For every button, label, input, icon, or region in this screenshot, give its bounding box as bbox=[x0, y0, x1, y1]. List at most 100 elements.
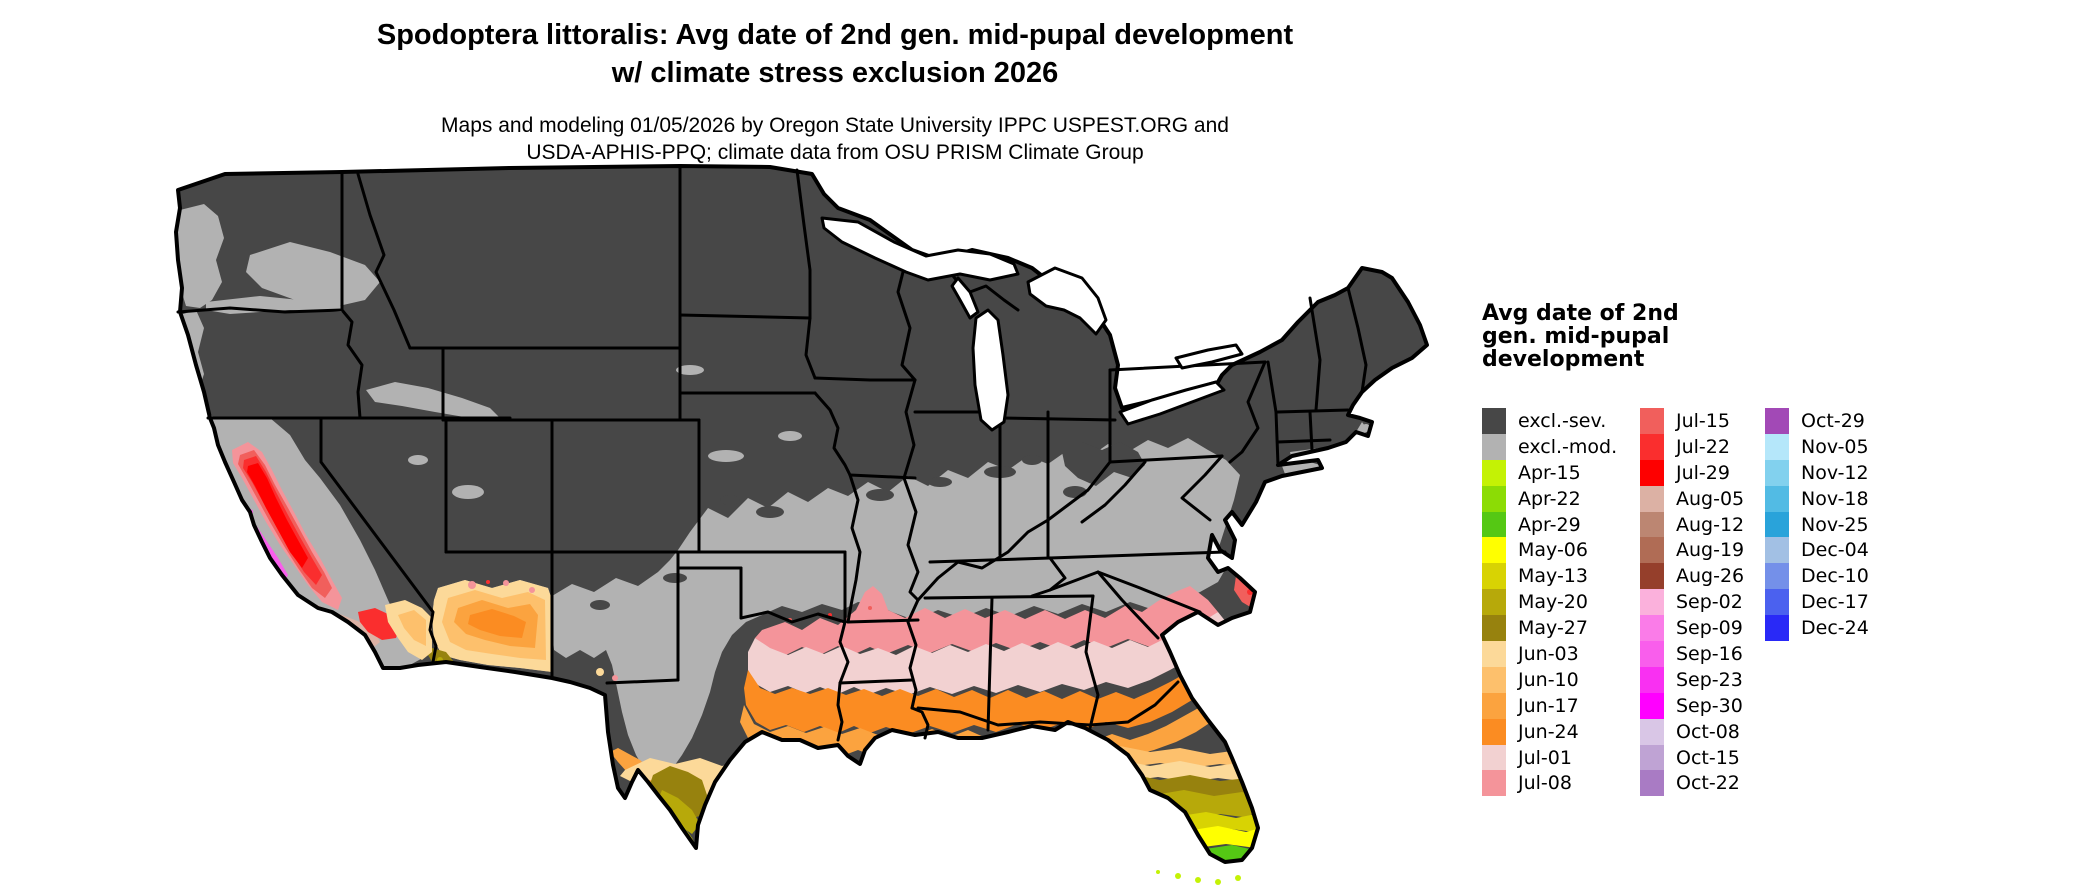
legend-label: Aug-05 bbox=[1676, 487, 1745, 510]
legend-item: Apr-29 bbox=[1482, 511, 1617, 538]
legend-label: Jun-17 bbox=[1518, 694, 1579, 717]
legend-swatch bbox=[1640, 666, 1664, 693]
legend-swatch bbox=[1640, 718, 1664, 745]
legend-label: Apr-22 bbox=[1518, 487, 1581, 510]
legend-item: Jun-10 bbox=[1482, 666, 1617, 693]
legend-column-3: Oct-29 Nov-05 Nov-12 Nov-18 Nov-25 Dec-04 Dec-… bbox=[1765, 408, 1869, 642]
legend-label: May-27 bbox=[1518, 617, 1588, 640]
us-map-svg bbox=[174, 164, 1429, 885]
legend-swatch bbox=[1640, 459, 1664, 486]
lake-erie bbox=[1118, 380, 1226, 426]
map-title-line2: w/ climate stress exclusion 2026 bbox=[611, 57, 1059, 89]
dark-terrain-patches bbox=[590, 442, 1145, 610]
legend-item: Jul-01 bbox=[1482, 744, 1617, 771]
legend-item: Dec-10 bbox=[1765, 563, 1869, 590]
legend-label: Jul-29 bbox=[1676, 461, 1730, 484]
legend-label: Sep-02 bbox=[1676, 591, 1743, 614]
legend-swatch bbox=[1640, 692, 1664, 719]
legend-label: Aug-12 bbox=[1676, 513, 1745, 536]
legend-label: Sep-09 bbox=[1676, 617, 1743, 640]
legend-item: Jul-29 bbox=[1640, 459, 1744, 486]
legend-item: May-13 bbox=[1482, 563, 1617, 590]
legend-label: Dec-24 bbox=[1801, 617, 1869, 640]
legend-label: Sep-30 bbox=[1676, 694, 1743, 717]
legend-swatch bbox=[1482, 459, 1506, 486]
green-bay bbox=[950, 276, 980, 320]
legend-label: Jul-01 bbox=[1518, 746, 1572, 769]
legend-swatch bbox=[1640, 770, 1664, 797]
legend-item: Oct-22 bbox=[1640, 770, 1744, 797]
legend-item: Jul-08 bbox=[1482, 770, 1617, 797]
legend-item: Apr-22 bbox=[1482, 485, 1617, 512]
legend-item: Sep-23 bbox=[1640, 666, 1744, 693]
legend-item: Jun-03 bbox=[1482, 641, 1617, 667]
legend-item: Oct-08 bbox=[1640, 718, 1744, 745]
legend-swatch bbox=[1765, 537, 1789, 564]
lake-superior bbox=[820, 216, 1020, 282]
legend-item: Jun-24 bbox=[1482, 718, 1617, 745]
legend-item: Aug-19 bbox=[1640, 537, 1744, 564]
legend-item: Oct-29 bbox=[1765, 408, 1869, 434]
legend-swatch bbox=[1640, 615, 1664, 642]
great-lakes bbox=[820, 216, 1244, 432]
legend-swatch bbox=[1482, 511, 1506, 538]
legend-label: Apr-15 bbox=[1518, 461, 1581, 484]
legend-swatch bbox=[1482, 563, 1506, 590]
legend-swatch bbox=[1482, 589, 1506, 616]
map-subtitle-line1: Maps and modeling 01/05/2026 by Oregon S… bbox=[441, 114, 1229, 137]
map-subtitle-line2: USDA-APHIS-PPQ; climate data from OSU PR… bbox=[526, 141, 1144, 164]
legend-swatch bbox=[1765, 511, 1789, 538]
legend-item: Nov-05 bbox=[1765, 433, 1869, 460]
map-subtitle: Maps and modeling 01/05/2026 by Oregon S… bbox=[170, 112, 1500, 166]
legend-item: Nov-25 bbox=[1765, 511, 1869, 538]
legend-swatch bbox=[1482, 744, 1506, 771]
legend-item: Dec-04 bbox=[1765, 537, 1869, 564]
legend-title: Avg date of 2nd gen. mid-pupal developme… bbox=[1482, 302, 1712, 371]
legend-swatch bbox=[1482, 615, 1506, 642]
legend-swatch bbox=[1640, 433, 1664, 460]
legend-label: Sep-16 bbox=[1676, 642, 1743, 665]
legend-title-line2: gen. mid-pupal bbox=[1482, 324, 1670, 349]
legend-swatch bbox=[1765, 615, 1789, 642]
legend-label: May-06 bbox=[1518, 539, 1588, 562]
legend-item: May-20 bbox=[1482, 589, 1617, 616]
legend-item: Nov-18 bbox=[1765, 485, 1869, 512]
legend-swatch bbox=[1765, 485, 1789, 512]
legend-swatch bbox=[1482, 433, 1506, 460]
legend-item: Sep-16 bbox=[1640, 641, 1744, 667]
legend-label: Nov-18 bbox=[1801, 487, 1869, 510]
legend-label: Dec-10 bbox=[1801, 565, 1869, 588]
legend-swatch bbox=[1482, 641, 1506, 667]
legend-label: Jun-03 bbox=[1518, 642, 1579, 665]
legend-swatch bbox=[1640, 537, 1664, 564]
legend-swatch bbox=[1482, 485, 1506, 512]
legend-item: Jun-17 bbox=[1482, 692, 1617, 719]
legend-item: Nov-12 bbox=[1765, 459, 1869, 486]
legend-item: Dec-24 bbox=[1765, 615, 1869, 642]
legend-title-line1: Avg date of 2nd bbox=[1482, 301, 1679, 326]
legend-swatch bbox=[1640, 485, 1664, 512]
conus-outline bbox=[174, 164, 1429, 864]
legend-swatch bbox=[1640, 641, 1664, 667]
legend-item: Aug-12 bbox=[1640, 511, 1745, 538]
legend-swatch bbox=[1482, 718, 1506, 745]
legend-swatch bbox=[1640, 408, 1664, 434]
legend-label: Jul-22 bbox=[1676, 435, 1730, 458]
legend-item: Aug-05 bbox=[1640, 485, 1745, 512]
legend-swatch bbox=[1640, 589, 1664, 616]
legend-label: Oct-15 bbox=[1676, 746, 1740, 769]
legend-swatch bbox=[1765, 459, 1789, 486]
legend-swatch bbox=[1482, 537, 1506, 564]
legend-swatch bbox=[1640, 511, 1664, 538]
legend-label: Aug-26 bbox=[1676, 565, 1745, 588]
florida-keys-specks bbox=[1156, 870, 1241, 885]
legend-column-1: excl.-sev. excl.-mod. Apr-15 Apr-22 Apr-29 Ma… bbox=[1482, 408, 1617, 797]
legend-label: Oct-08 bbox=[1676, 720, 1740, 743]
legend-label: Jul-15 bbox=[1676, 409, 1730, 432]
lake-ontario bbox=[1174, 343, 1244, 370]
legend-swatch bbox=[1765, 433, 1789, 460]
legend-item: Sep-09 bbox=[1640, 615, 1744, 642]
legend-label: Jun-10 bbox=[1518, 668, 1579, 691]
state-borders bbox=[176, 164, 1368, 742]
